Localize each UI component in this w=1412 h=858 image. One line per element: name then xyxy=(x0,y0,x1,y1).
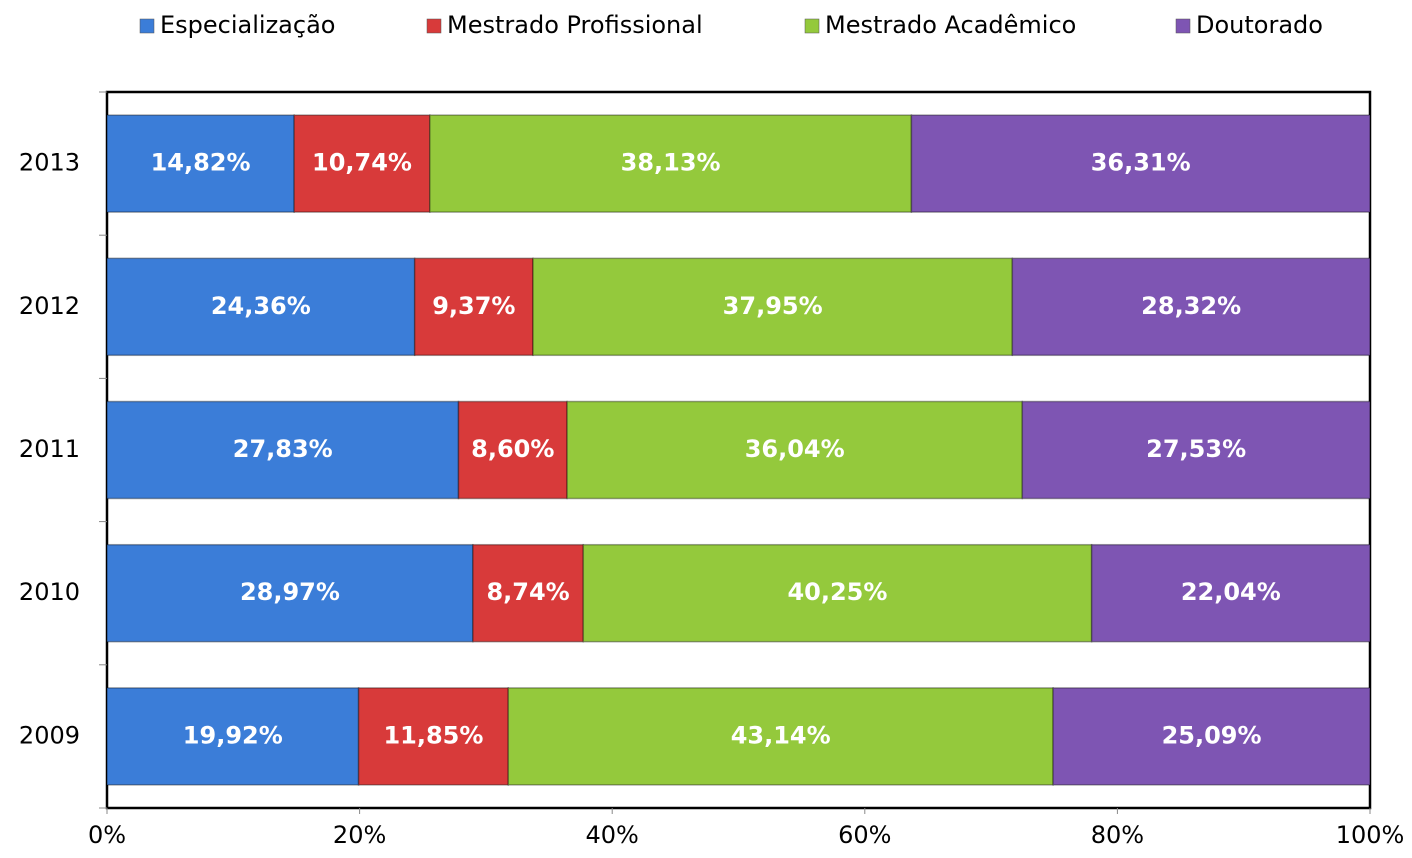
data-label: 28,32% xyxy=(1141,292,1241,320)
legend-swatch xyxy=(426,18,442,34)
data-label: 24,36% xyxy=(211,292,311,320)
bar-segment xyxy=(1052,687,1371,786)
bar-segment xyxy=(582,543,1093,643)
x-tick-label: 100% xyxy=(1336,821,1405,849)
data-label: 27,53% xyxy=(1146,435,1246,463)
bar-segment xyxy=(507,687,1054,786)
x-tick-label: 60% xyxy=(838,821,891,849)
bar-segment xyxy=(910,114,1371,213)
x-tick-label: 0% xyxy=(88,821,126,849)
data-label: 25,09% xyxy=(1162,721,1262,749)
y-tick-label: 2013 xyxy=(19,149,80,177)
bar-segment xyxy=(1011,257,1371,357)
bar-segment xyxy=(413,257,534,357)
bar-segment xyxy=(106,400,460,500)
x-tick-label: 40% xyxy=(586,821,639,849)
y-tick-label: 2011 xyxy=(19,435,80,463)
bar-segment xyxy=(457,400,568,500)
data-label: 22,04% xyxy=(1181,578,1281,606)
legend-swatch xyxy=(804,18,820,34)
x-tick-label: 20% xyxy=(333,821,386,849)
data-label: 36,04% xyxy=(745,435,845,463)
bar-segment xyxy=(1090,543,1371,643)
bar-segment xyxy=(532,257,1014,357)
bar-segment xyxy=(1021,400,1371,500)
data-label: 9,37% xyxy=(432,292,515,320)
data-label: 11,85% xyxy=(383,721,483,749)
legend-label: Especialização xyxy=(160,11,335,39)
legend-label: Mestrado Profissional xyxy=(447,11,703,39)
legend-label: Mestrado Acadêmico xyxy=(825,11,1076,39)
data-label: 8,74% xyxy=(486,578,569,606)
y-tick-label: 2012 xyxy=(19,292,80,320)
data-label: 27,83% xyxy=(233,435,333,463)
bar-segment xyxy=(106,687,360,786)
bar-segment xyxy=(106,543,474,643)
bar-segment xyxy=(472,543,585,643)
y-tick-label: 2010 xyxy=(19,578,80,606)
data-label: 10,74% xyxy=(312,149,412,177)
legend-label: Doutorado xyxy=(1196,11,1323,39)
data-label: 38,13% xyxy=(621,149,721,177)
data-label: 19,92% xyxy=(183,721,283,749)
data-label: 36,31% xyxy=(1091,149,1191,177)
data-label: 14,82% xyxy=(151,149,251,177)
bar-segment xyxy=(106,257,416,357)
legend-swatch xyxy=(1175,18,1191,34)
data-label: 40,25% xyxy=(787,578,887,606)
bar-segment xyxy=(357,687,510,786)
data-label: 28,97% xyxy=(240,578,340,606)
legend-swatch xyxy=(139,18,155,34)
bar-segment xyxy=(293,114,431,213)
x-tick-label: 80% xyxy=(1091,821,1144,849)
data-label: 43,14% xyxy=(731,721,831,749)
data-label: 8,60% xyxy=(471,435,554,463)
y-tick-label: 2009 xyxy=(19,721,80,749)
data-label: 37,95% xyxy=(723,292,823,320)
bar-segment xyxy=(106,114,295,213)
